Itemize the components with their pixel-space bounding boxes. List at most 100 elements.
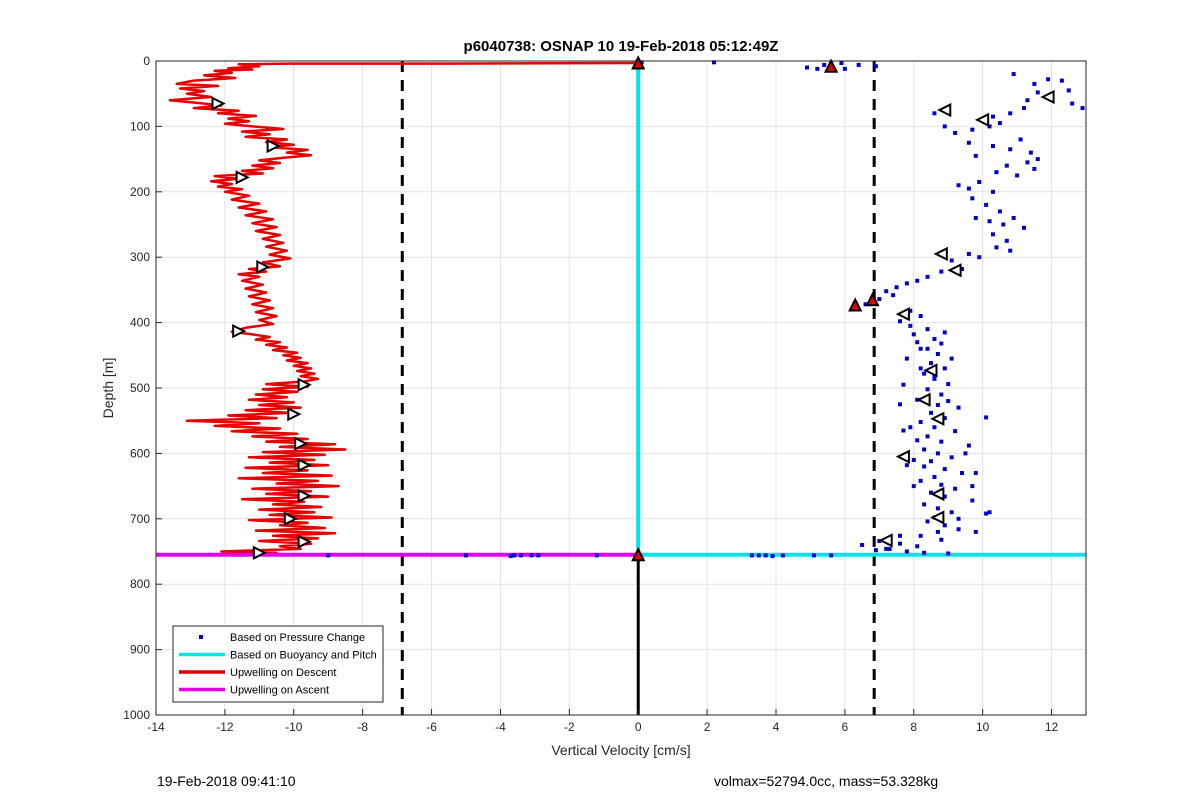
pressure-change-point [929,410,933,415]
pressure-change-point [915,278,920,283]
x-tick-label: -4 [495,720,506,734]
pressure-change-point [1004,238,1009,243]
pressure-change-point [956,527,961,532]
pressure-change-point [973,153,978,158]
pressure-change-point [942,330,947,335]
pressure-change-point [1046,77,1051,82]
pressure-change-point [911,484,916,489]
y-tick-label: 300 [130,250,150,264]
pressure-change-point [1022,225,1026,230]
pressure-change-point [911,332,916,337]
pressure-change-point [932,111,937,116]
y-tick-label: 400 [130,316,150,330]
x-tick-label: -10 [285,720,303,734]
pressure-change-point [922,502,927,507]
legend-entry-label: Based on Pressure Change [230,632,365,644]
pressure-change-point [877,539,882,544]
legend-entry-label: Based on Buoyancy and Pitch [230,650,377,662]
pressure-change-point [326,553,331,558]
pressure-change-point [966,443,971,448]
pressure-change-point [956,405,961,410]
pressure-change-point [942,523,947,528]
pressure-change-point [942,494,947,499]
descent-triangle-marker [252,545,268,560]
pressure-change-point [939,392,944,397]
ascent-triangle-marker [933,246,948,262]
pressure-change-point [956,516,961,521]
chart-title: p6040738: OSNAP 10 19-Feb-2018 05:12:49Z [464,38,779,55]
y-tick-label: 900 [130,643,150,657]
pressure-change-point [1066,88,1071,93]
pressure-change-point [1025,98,1030,103]
pressure-change-point [970,127,975,132]
pressure-change-point [1008,111,1013,116]
pressure-change-point [877,297,882,302]
pressure-change-point [973,529,978,534]
legend: Based on Pressure Change Based on Buoyanc… [172,625,384,703]
legend-entry-label: Upwelling on Descent [230,667,336,679]
pressure-change-point [970,498,975,503]
filled-triangle-marker [631,55,646,70]
descent-triangle-marker [297,458,312,473]
pressure-change-point [749,553,754,558]
footer-timestamp: 19-Feb-2018 09:41:10 [157,773,296,789]
pressure-change-point [891,293,896,298]
pressure-change-point [970,484,975,489]
pressure-change-point [860,542,865,547]
series-layer [156,60,1086,559]
pressure-change-point [991,114,995,119]
pressure-change-point [904,281,909,286]
pressure-change-point [963,451,968,456]
pressure-change-point [939,269,944,274]
x-tick-label: 12 [1045,720,1059,734]
pressure-change-point [904,549,909,554]
pressure-change-point [1080,106,1085,111]
pressure-change-point [1001,222,1006,227]
pressure-change-point [997,209,1002,214]
y-axis-label: Depth [m] [100,358,116,419]
pressure-change-point [984,511,989,516]
pressure-change-point [1028,150,1033,155]
pressure-change-point [918,533,923,538]
pressure-change-point [915,544,920,549]
x-tick-label: -12 [216,720,234,734]
pressure-change-point [987,219,992,224]
pressure-change-point [915,340,920,345]
pressure-change-point [901,382,906,387]
pressure-change-point [529,553,534,558]
ascent-triangle-marker [937,102,952,118]
pressure-change-point [918,478,923,483]
pressure-change-point [1011,72,1016,77]
pressure-change-point [822,62,827,67]
pressure-change-point [519,553,524,558]
pressure-change-point [987,124,992,129]
marker-layer [211,55,1055,562]
pressure-change-point [839,60,844,65]
descent-triangle-marker [283,511,299,526]
pressure-change-point [536,553,541,558]
y-tick-label: 1000 [123,708,150,722]
pressure-change-point [991,144,995,149]
pressure-change-point [918,420,923,425]
x-tick-label: 10 [976,720,990,734]
pressure-change-point [966,140,971,145]
pressure-change-point [922,447,927,452]
pressure-change-point [932,336,937,341]
pressure-change-point [1008,248,1013,253]
pressure-change-point [508,554,513,559]
pressure-change-point [925,387,930,392]
pressure-change-point [973,215,978,220]
ascent-triangle-marker [947,263,962,278]
pressure-change-point [929,459,933,464]
pressure-change-point [1032,81,1037,86]
pressure-change-point [977,179,982,184]
pressure-change-point [942,467,947,472]
pressure-change-point [991,189,995,194]
x-axis-label: Vertical Velocity [cm/s] [551,742,690,758]
descent-triangle-marker [256,259,271,275]
ascent-triangle-marker [930,486,945,502]
pressure-change-point [780,553,785,558]
pressure-change-point [904,463,909,468]
pressure-change-point [925,274,930,279]
